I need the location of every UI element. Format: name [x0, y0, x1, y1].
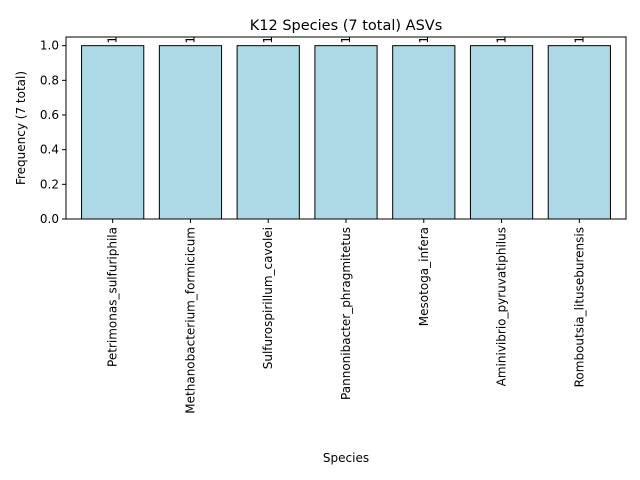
x-tick-label: Methanobacterium_formicicum: [183, 227, 197, 414]
bar-7: [547, 45, 611, 220]
y-tick-label: 1.0: [40, 39, 59, 53]
x-tick-label: Aminivibrio_pyruvatiphilus: [495, 227, 509, 386]
x-tick-label: Petrimonas_sulfuriphila: [106, 227, 120, 367]
x-axis-label: Species: [323, 451, 369, 465]
x-tick-label: Sulfurospirillum_cavolei: [261, 227, 275, 369]
bars-group: 1 1 1 1 1 1 1: [81, 36, 611, 220]
x-tick-label: Pannonibacter_phragmitetus: [339, 227, 353, 400]
bar-3: [236, 45, 300, 220]
bar-2: [158, 45, 223, 220]
x-tick-label: Mesotoga_infera: [417, 227, 431, 326]
y-tick-label: 0.4: [40, 143, 59, 157]
bar-value-label: 1: [106, 36, 120, 44]
y-tick-label: 0.6: [40, 108, 59, 122]
y-axis: 0.0 0.2 0.4 0.6 0.8 1.0: [40, 39, 66, 226]
bar-value-label: 1: [495, 36, 509, 44]
y-axis-label: Frequency (7 total): [14, 71, 28, 185]
bar-value-label: 1: [261, 36, 275, 44]
plot-frame: [65, 36, 627, 220]
bar-value-label: 1: [417, 36, 431, 44]
bar-value-label: 1: [572, 36, 586, 44]
bar-4: [314, 45, 378, 220]
y-tick-label: 0.0: [40, 212, 59, 226]
x-tick-label: Romboutsia_lituseburensis: [572, 227, 586, 387]
bar-6: [469, 45, 534, 220]
chart-title: K12 Species (7 total) ASVs: [250, 18, 443, 34]
bar-value-label: 1: [339, 36, 353, 44]
bar-5: [392, 45, 456, 220]
bar-value-label: 1: [183, 36, 197, 44]
x-axis: Petrimonas_sulfuriphila Methanobacterium_…: [106, 219, 586, 414]
y-tick-label: 0.2: [40, 177, 59, 191]
y-tick-label: 0.8: [40, 73, 59, 87]
bar-1: [81, 45, 145, 220]
